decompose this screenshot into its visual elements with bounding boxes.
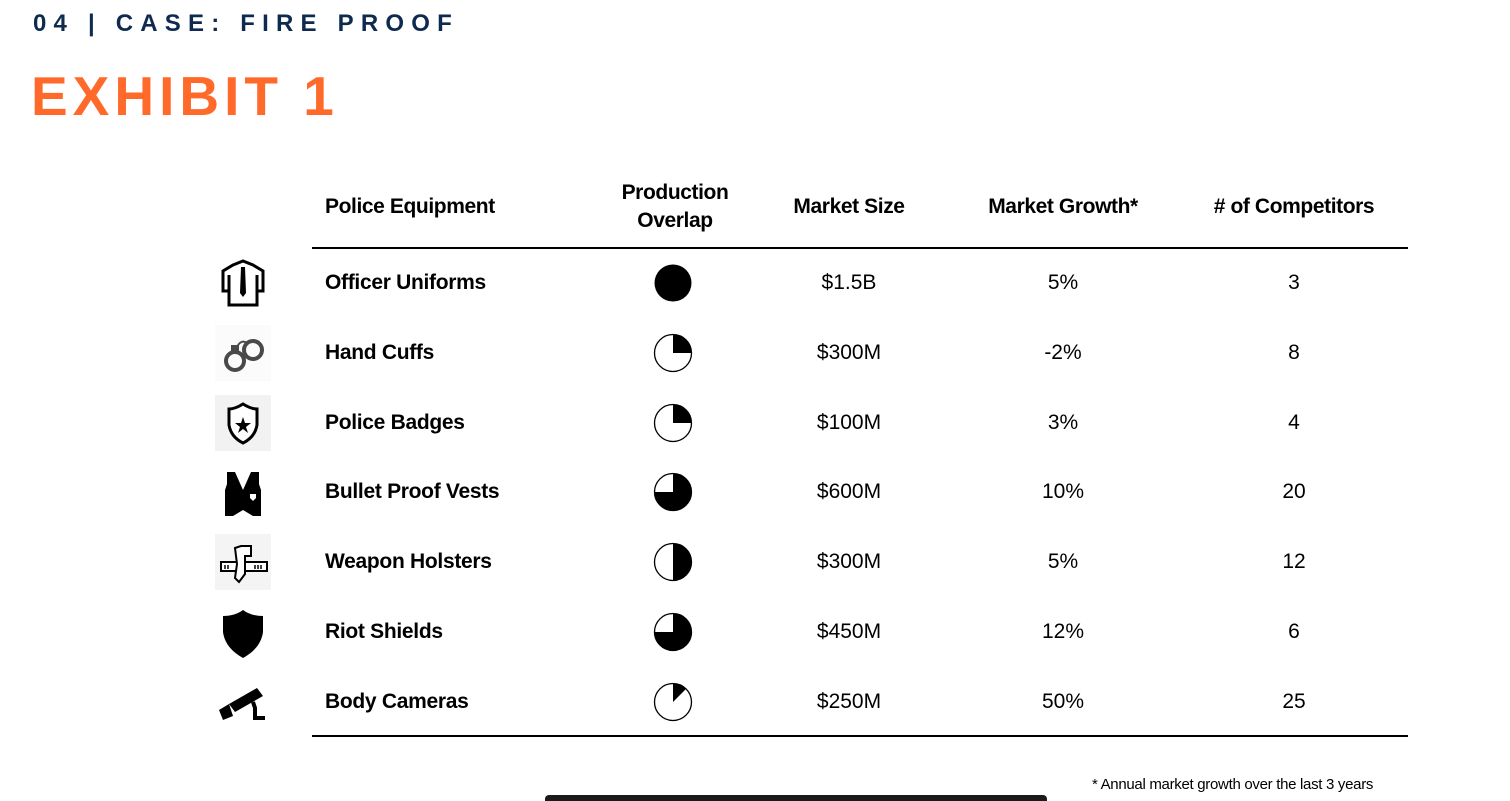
page-title: EXHIBIT 1: [31, 65, 339, 127]
col-header-equipment: Police Equipment: [325, 195, 495, 218]
holster-icon: [215, 534, 271, 591]
header-rule: [312, 247, 1408, 249]
harvey-ball: [653, 612, 693, 652]
market-growth: 5%: [1047, 550, 1079, 574]
harvey-fill: [673, 334, 692, 353]
table-row: Officer Uniforms $1.5B 5% 3: [0, 249, 1510, 319]
harvey-fill: [673, 543, 692, 581]
equipment-name: Bullet Proof Vests: [325, 480, 500, 504]
harvey-fill: [654, 473, 692, 511]
handcuffs-icon: [215, 324, 271, 381]
market-growth: 12%: [1041, 620, 1085, 643]
table-row: Body Cameras $250M 50% 25: [0, 668, 1510, 738]
col-header-market-size: Market Size: [793, 195, 905, 218]
shield-icon: [223, 610, 263, 658]
equipment-name: Hand Cuffs: [325, 340, 434, 364]
harvey-ball: [653, 543, 693, 582]
competitors: 20: [1282, 480, 1306, 504]
market-size: $600M: [816, 480, 882, 504]
equipment-name: Riot Shields: [325, 620, 443, 643]
competitors: 25: [1282, 689, 1306, 713]
table-row: Police Badges $100M 3% 4: [0, 389, 1510, 459]
market-size: $100M: [816, 410, 882, 434]
vest-icon: [225, 472, 261, 517]
col-header-competitors: # of Competitors: [1213, 195, 1375, 218]
harvey-fill: [673, 683, 687, 702]
case-kicker: 04 | CASE: FIRE PROOF: [33, 10, 459, 37]
competitors: 4: [1288, 410, 1300, 434]
uniform-icon: [221, 259, 265, 307]
harvey-ball: [653, 682, 693, 721]
market-size: $300M: [816, 340, 882, 364]
footnote: * Annual market growth over the last 3 y…: [1092, 776, 1374, 793]
harvey-fill: [654, 613, 692, 651]
harvey-fill: [673, 404, 692, 423]
market-size: $450M: [816, 620, 882, 643]
market-growth: -2%: [1044, 340, 1082, 364]
competitors: 3: [1288, 271, 1300, 294]
harvey-ball: [654, 264, 692, 302]
bottom-rule: [312, 735, 1408, 737]
col-header-overlap-line2: Overlap: [637, 209, 713, 232]
market-size: $250M: [816, 689, 882, 713]
harvey-fill: [654, 264, 692, 302]
market-growth: 10%: [1041, 480, 1085, 504]
market-size: $1.5B: [821, 271, 877, 294]
market-growth: 5%: [1047, 271, 1079, 294]
badge-icon: [215, 394, 271, 451]
competitors: 6: [1288, 620, 1300, 643]
harvey-ball: [653, 333, 693, 372]
market-size: $300M: [816, 550, 882, 574]
col-header-overlap-line1: Production: [621, 181, 729, 204]
col-header-market-growth: Market Growth*: [988, 195, 1138, 218]
market-growth: 50%: [1041, 689, 1085, 713]
market-growth: 3%: [1047, 410, 1079, 434]
table-row: Weapon Holsters $300M 5% 12: [0, 528, 1510, 598]
competitors: 12: [1282, 550, 1306, 574]
table-row: Hand Cuffs $300M -2% 8: [0, 319, 1510, 389]
bottom-bar: [545, 795, 1047, 801]
harvey-ball: [653, 403, 693, 442]
camera-icon: [219, 687, 265, 720]
competitors: 8: [1288, 340, 1300, 364]
equipment-name: Officer Uniforms: [325, 271, 486, 294]
equipment-name: Police Badges: [325, 410, 465, 434]
equipment-name: Weapon Holsters: [325, 550, 492, 574]
equipment-name: Body Cameras: [325, 689, 469, 713]
harvey-ball: [653, 473, 693, 512]
table-row: Riot Shields $450M 12% 6: [0, 598, 1510, 668]
col-header-overlap: Production Overlap: [575, 179, 775, 235]
table-row: Bullet Proof Vests $600M 10% 20: [0, 458, 1510, 528]
